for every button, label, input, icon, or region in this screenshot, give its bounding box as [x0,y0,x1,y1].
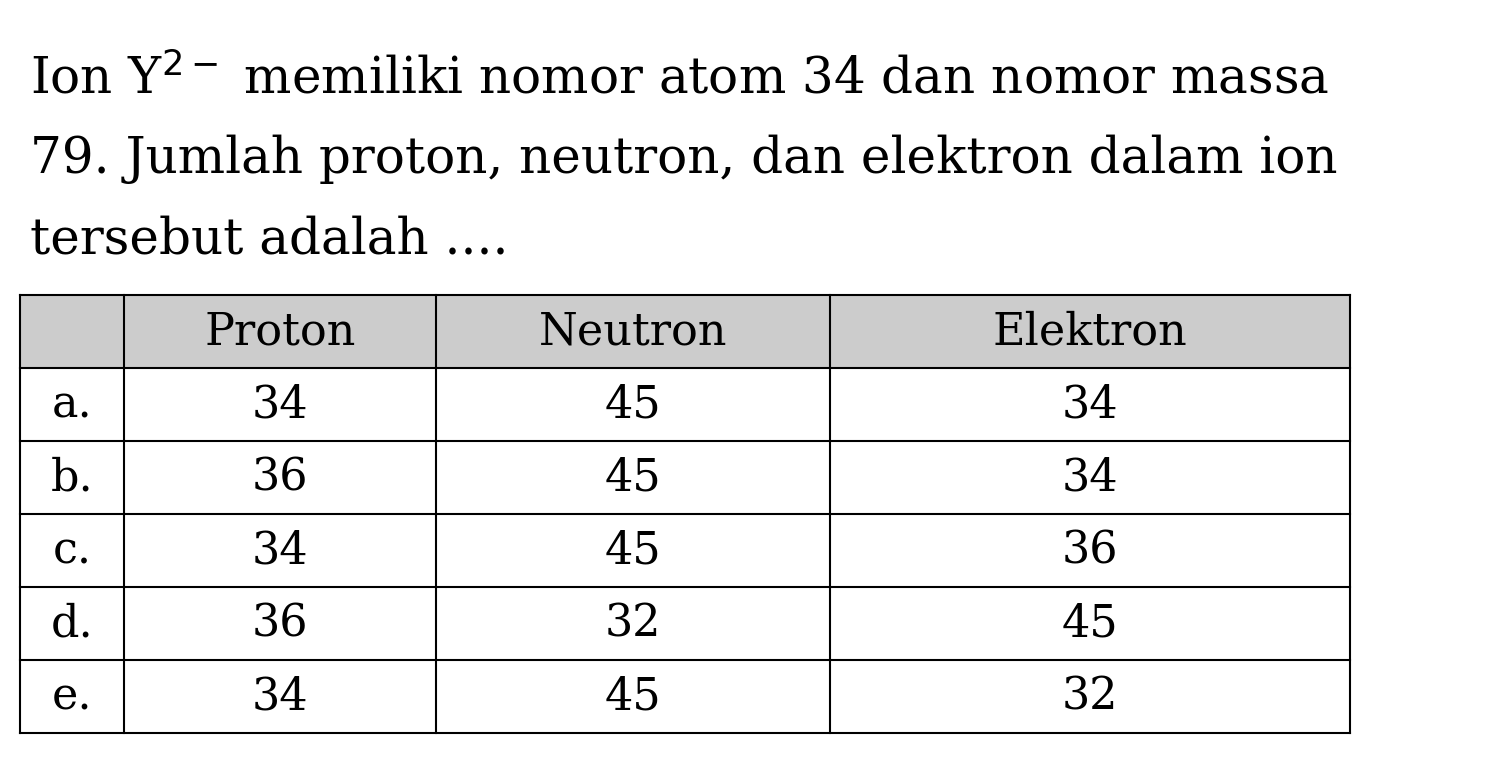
Text: 34: 34 [251,383,308,426]
Text: 45: 45 [604,456,661,499]
Text: 34: 34 [1063,383,1118,426]
Text: Elektron: Elektron [993,310,1187,353]
Bar [20,587,1350,660]
Text: 34: 34 [251,529,308,572]
Bar [20,368,1350,441]
Text: 79. Jumlah proton, neutron, dan elektron dalam ion: 79. Jumlah proton, neutron, dan elektron… [30,135,1338,184]
Bar [20,660,1350,733]
Text: Ion Y$^{2-}$ memiliki nomor atom 34 dan nomor massa: Ion Y$^{2-}$ memiliki nomor atom 34 dan … [30,55,1329,104]
Text: Proton: Proton [204,310,355,353]
Text: e.: e. [51,675,92,718]
Text: 36: 36 [251,456,308,499]
Text: tersebut adalah ....: tersebut adalah .... [30,215,508,264]
Text: 32: 32 [604,602,661,645]
Text: 34: 34 [251,675,308,718]
Text: d.: d. [51,602,93,645]
Bar [20,295,1350,368]
Text: 36: 36 [1063,529,1118,572]
Text: 34: 34 [1063,456,1118,499]
Text: a.: a. [51,383,92,426]
Text: 45: 45 [604,383,661,426]
Text: Neutron: Neutron [538,310,727,353]
Text: c.: c. [53,529,92,572]
Text: 32: 32 [1063,675,1118,718]
Text: 45: 45 [604,675,661,718]
Text: b.: b. [51,456,93,499]
Bar [20,514,1350,587]
Text: 45: 45 [604,529,661,572]
Text: 36: 36 [251,602,308,645]
Bar [20,441,1350,514]
Text: 45: 45 [1063,602,1118,645]
